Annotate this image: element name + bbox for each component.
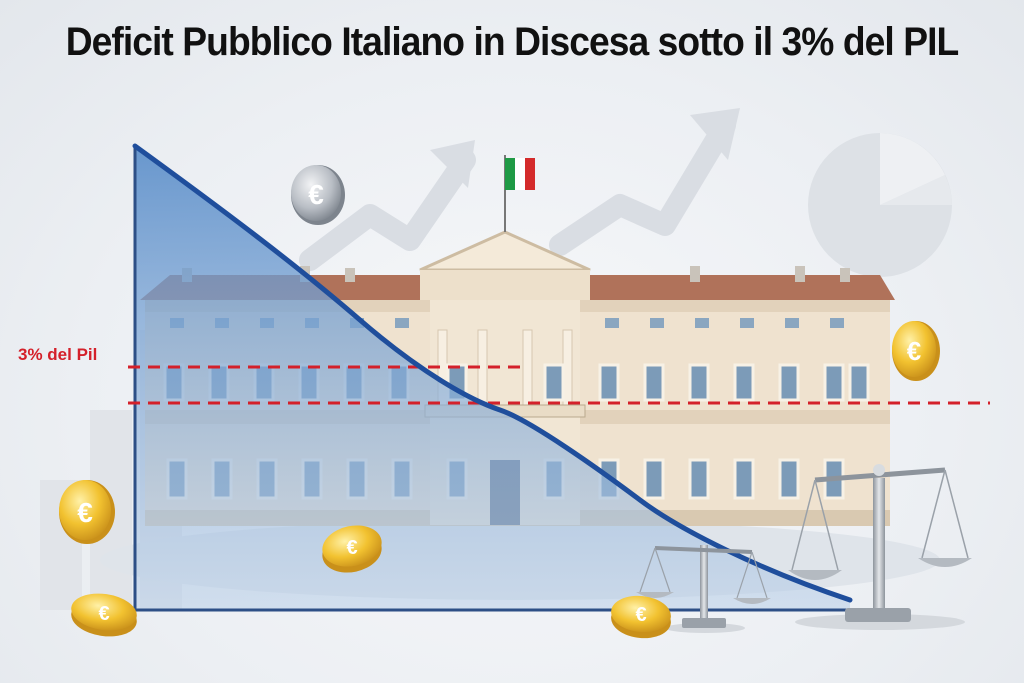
- coin-symbol: €: [98, 603, 109, 625]
- italian-flag-icon: [505, 158, 535, 190]
- euro-coin-icon: €: [71, 593, 137, 637]
- coin-symbol: €: [308, 179, 324, 210]
- threshold-label: 3% del Pil: [18, 345, 98, 364]
- euro-coin-icon: €: [611, 595, 671, 639]
- euro-coin-icon: €: [322, 525, 382, 573]
- coin-symbol: €: [907, 336, 921, 366]
- euro-coin-icon: €: [59, 480, 115, 544]
- coin-symbol: €: [77, 497, 93, 528]
- pie-chart-icon: [808, 133, 952, 277]
- coin-symbol: €: [346, 537, 357, 559]
- euro-coin-icon: €: [291, 165, 345, 225]
- deficit-curve: [132, 143, 853, 603]
- page-title: Deficit Pubblico Italiano in Discesa sot…: [65, 20, 960, 64]
- trend-arrow-icon: [299, 114, 736, 271]
- balance-scale-small-icon: [636, 545, 771, 633]
- coin-symbol: €: [635, 604, 646, 626]
- threshold-lines: [128, 365, 990, 405]
- euro-coin-icon: €: [892, 321, 940, 381]
- balance-scale-icon: [788, 464, 972, 630]
- trend-arrow-heads: [430, 108, 740, 188]
- chart-axes: [133, 146, 860, 612]
